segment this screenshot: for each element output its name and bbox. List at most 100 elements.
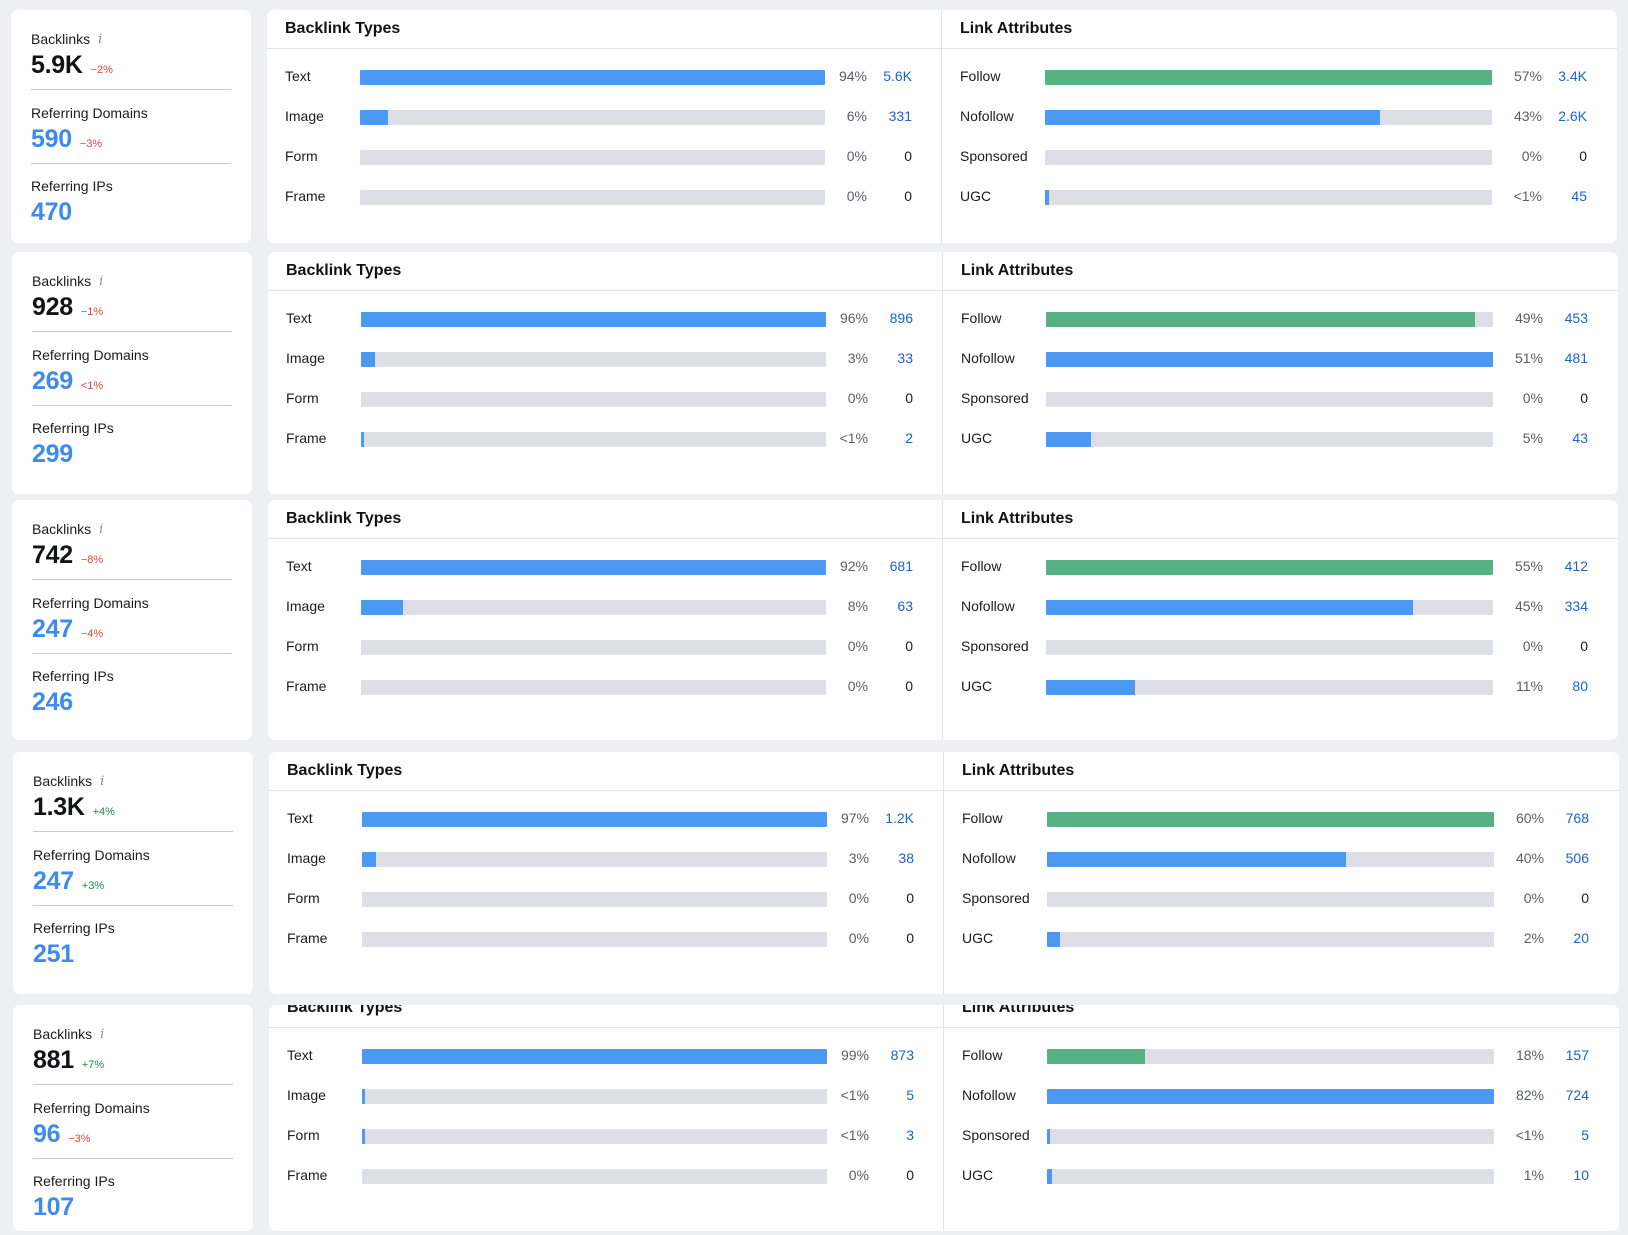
info-icon[interactable]: i xyxy=(99,521,104,537)
metric-value[interactable]: 107 xyxy=(33,1193,74,1221)
bar-count-link[interactable]: 334 xyxy=(1564,598,1588,614)
info-icon[interactable]: i xyxy=(100,1026,105,1042)
metric-value[interactable]: 251 xyxy=(33,940,74,968)
info-icon[interactable]: i xyxy=(100,773,105,789)
bar-track xyxy=(361,680,826,695)
backlinks-metric[interactable]: Backlinks i 742 −8% xyxy=(32,520,232,571)
bar-row-follow[interactable]: Follow 55% 412 xyxy=(943,557,1618,577)
referring-ips-metric[interactable]: Referring IPs 107 xyxy=(33,1172,233,1223)
bar-label: Sponsored xyxy=(962,890,1030,906)
bar-row-form[interactable]: Form 0% 0 xyxy=(268,389,943,409)
bar-row-ugc[interactable]: UGC 5% 43 xyxy=(943,429,1618,449)
metric-value[interactable]: 247 xyxy=(32,615,73,643)
bar-row-frame[interactable]: Frame 0% 0 xyxy=(269,929,944,949)
bar-count-link[interactable]: 5.6K xyxy=(883,68,912,84)
bar-row-nofollow[interactable]: Nofollow 45% 334 xyxy=(943,597,1618,617)
metric-value[interactable]: 96 xyxy=(33,1120,61,1148)
bar-count-link[interactable]: 80 xyxy=(1572,678,1588,694)
bar-count-link[interactable]: 412 xyxy=(1564,558,1588,574)
bar-count-link[interactable]: 43 xyxy=(1572,430,1588,446)
metric-value[interactable]: 269 xyxy=(32,367,73,395)
bar-row-nofollow[interactable]: Nofollow 82% 724 xyxy=(944,1086,1619,1106)
referring-ips-metric[interactable]: Referring IPs 470 xyxy=(31,177,231,228)
bar-row-nofollow[interactable]: Nofollow 43% 2.6K xyxy=(942,107,1617,127)
bar-row-ugc[interactable]: UGC 2% 20 xyxy=(944,929,1619,949)
bar-row-text[interactable]: Text 92% 681 xyxy=(268,557,943,577)
metric-value[interactable]: 247 xyxy=(33,867,74,895)
bar-row-ugc[interactable]: UGC 11% 80 xyxy=(943,677,1618,697)
bar-row-text[interactable]: Text 96% 896 xyxy=(268,309,943,329)
referring-domains-metric[interactable]: Referring Domains 590 −3% xyxy=(31,104,231,155)
bar-count-link[interactable]: 3.4K xyxy=(1558,68,1587,84)
bar-row-form[interactable]: Form 0% 0 xyxy=(269,889,944,909)
bar-count-link[interactable]: 1.2K xyxy=(885,810,914,826)
bar-count-link[interactable]: 20 xyxy=(1573,930,1589,946)
bar-count-link[interactable]: 5 xyxy=(1581,1127,1589,1143)
bar-row-form[interactable]: Form 0% 0 xyxy=(268,637,943,657)
bar-count-link[interactable]: 896 xyxy=(889,310,913,326)
bar-count-link[interactable]: 873 xyxy=(890,1047,914,1063)
bar-row-text[interactable]: Text 99% 873 xyxy=(269,1046,944,1066)
referring-domains-metric[interactable]: Referring Domains 269 <1% xyxy=(32,346,232,397)
bar-row-form[interactable]: Form 0% 0 xyxy=(267,147,942,167)
bar-count-link[interactable]: 5 xyxy=(906,1087,914,1103)
bar-count-link[interactable]: 10 xyxy=(1573,1167,1589,1183)
metric-value[interactable]: 299 xyxy=(32,440,73,468)
bar-row-sponsored[interactable]: Sponsored 0% 0 xyxy=(943,389,1618,409)
bar-row-text[interactable]: Text 97% 1.2K xyxy=(269,809,944,829)
metric-value[interactable]: 470 xyxy=(31,198,72,226)
bar-row-follow[interactable]: Follow 49% 453 xyxy=(943,309,1618,329)
bar-row-sponsored[interactable]: Sponsored 0% 0 xyxy=(944,889,1619,909)
bar-row-image[interactable]: Image 8% 63 xyxy=(268,597,943,617)
bar-count-link[interactable]: 453 xyxy=(1564,310,1588,326)
bar-row-nofollow[interactable]: Nofollow 40% 506 xyxy=(944,849,1619,869)
bar-row-follow[interactable]: Follow 60% 768 xyxy=(944,809,1619,829)
bar-count-link[interactable]: 2 xyxy=(905,430,913,446)
bar-row-image[interactable]: Image 6% 331 xyxy=(267,107,942,127)
bar-count-link[interactable]: 768 xyxy=(1565,810,1589,826)
info-icon[interactable]: i xyxy=(98,31,103,47)
bar-count-link[interactable]: 45 xyxy=(1571,188,1587,204)
bar-count-link[interactable]: 481 xyxy=(1564,350,1588,366)
bar-row-image[interactable]: Image 3% 33 xyxy=(268,349,943,369)
bar-row-frame[interactable]: Frame 0% 0 xyxy=(268,677,943,697)
backlinks-metric[interactable]: Backlinks i 5.9K −2% xyxy=(31,30,231,81)
bar-row-ugc[interactable]: UGC 1% 10 xyxy=(944,1166,1619,1186)
bar-count-link[interactable]: 506 xyxy=(1565,850,1589,866)
bar-row-frame[interactable]: Frame <1% 2 xyxy=(268,429,943,449)
bar-count-link[interactable]: 3 xyxy=(906,1127,914,1143)
bar-row-sponsored[interactable]: Sponsored 0% 0 xyxy=(942,147,1617,167)
bar-row-nofollow[interactable]: Nofollow 51% 481 xyxy=(943,349,1618,369)
bar-count-link[interactable]: 157 xyxy=(1565,1047,1589,1063)
bar-count-link[interactable]: 33 xyxy=(897,350,913,366)
bar-row-follow[interactable]: Follow 57% 3.4K xyxy=(942,67,1617,87)
bar-row-ugc[interactable]: UGC <1% 45 xyxy=(942,187,1617,207)
info-icon[interactable]: i xyxy=(99,273,104,289)
metric-value[interactable]: 590 xyxy=(31,125,72,153)
backlinks-metric[interactable]: Backlinks i 881 +7% xyxy=(33,1025,233,1076)
bar-row-image[interactable]: Image <1% 5 xyxy=(269,1086,944,1106)
bar-row-sponsored[interactable]: Sponsored 0% 0 xyxy=(943,637,1618,657)
referring-ips-metric[interactable]: Referring IPs 299 xyxy=(32,419,232,470)
metric-value[interactable]: 246 xyxy=(32,688,73,716)
bar-row-frame[interactable]: Frame 0% 0 xyxy=(269,1166,944,1186)
backlinks-metric[interactable]: Backlinks i 1.3K +4% xyxy=(33,772,233,823)
referring-domains-metric[interactable]: Referring Domains 247 +3% xyxy=(33,846,233,897)
bar-row-sponsored[interactable]: Sponsored <1% 5 xyxy=(944,1126,1619,1146)
bar-row-frame[interactable]: Frame 0% 0 xyxy=(267,187,942,207)
bar-row-form[interactable]: Form <1% 3 xyxy=(269,1126,944,1146)
referring-ips-metric[interactable]: Referring IPs 251 xyxy=(33,919,233,970)
bar-count-link[interactable]: 724 xyxy=(1565,1087,1589,1103)
bar-row-text[interactable]: Text 94% 5.6K xyxy=(267,67,942,87)
bar-count-link[interactable]: 38 xyxy=(898,850,914,866)
referring-domains-metric[interactable]: Referring Domains 247 −4% xyxy=(32,594,232,645)
bar-row-follow[interactable]: Follow 18% 157 xyxy=(944,1046,1619,1066)
backlinks-metric[interactable]: Backlinks i 928 −1% xyxy=(32,272,232,323)
bar-count-link[interactable]: 331 xyxy=(888,108,912,124)
bar-count-link[interactable]: 681 xyxy=(889,558,913,574)
bar-count-link[interactable]: 2.6K xyxy=(1558,108,1587,124)
bar-row-image[interactable]: Image 3% 38 xyxy=(269,849,944,869)
referring-domains-metric[interactable]: Referring Domains 96 −3% xyxy=(33,1099,233,1150)
referring-ips-metric[interactable]: Referring IPs 246 xyxy=(32,667,232,718)
bar-count-link[interactable]: 63 xyxy=(897,598,913,614)
